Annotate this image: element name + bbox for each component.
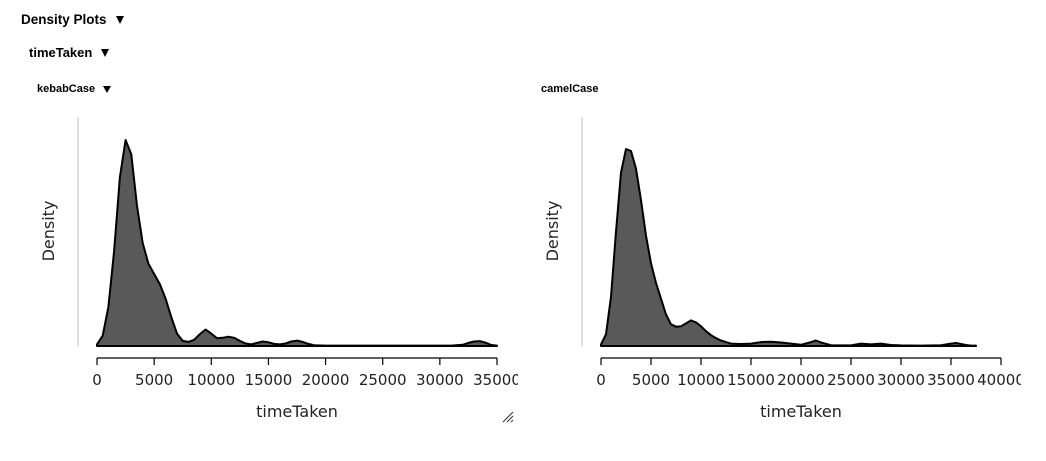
x-tick-label: 20000: [777, 371, 825, 389]
resize-handle-icon[interactable]: [500, 411, 514, 423]
variable-header-timetaken[interactable]: timeTaken: [29, 45, 110, 60]
x-tick-label: 0: [92, 371, 102, 389]
x-tick-label: 35000: [927, 371, 975, 389]
x-tick-label: 10000: [187, 371, 235, 389]
group-title-label: camelCase: [541, 83, 599, 95]
density-curve: [600, 148, 977, 347]
group-header-kebabcase[interactable]: kebabCase: [37, 83, 112, 95]
x-axis-title: timeTaken: [256, 402, 338, 421]
group-header-label: kebabCase: [37, 83, 96, 95]
density-curve: [96, 139, 498, 347]
collapse-triangle-icon: [103, 85, 112, 93]
x-tick-labels: 0 5000 10000 15000 20000 25000 30000 35000 40000: [596, 371, 1025, 389]
x-tick-label: 15000: [727, 371, 775, 389]
variable-header-label: timeTaken: [29, 45, 93, 60]
x-tick-label: 40000: [977, 371, 1025, 389]
x-tick-label: 25000: [359, 371, 407, 389]
section-header-density-plots[interactable]: Density Plots: [21, 12, 124, 27]
x-tick-label: 30000: [877, 371, 925, 389]
x-tick-label: 0: [596, 371, 606, 389]
group-title-camelcase: camelCase: [541, 83, 599, 95]
x-tick-label: 35000: [473, 371, 521, 389]
x-tick-label: 30000: [416, 371, 464, 389]
x-tick-label: 5000: [135, 371, 173, 389]
density-plot-camelcase: 0 5000 10000 15000 20000 25000 30000 35000 40000…: [543, 117, 1025, 421]
y-axis-title: Density: [39, 201, 58, 262]
x-tick-label: 20000: [302, 371, 350, 389]
collapse-triangle-icon: [101, 48, 110, 57]
density-plot-kebabcase: 0 5000 10000 15000 20000 25000 30000 35000 timeT…: [39, 117, 521, 421]
x-tick-labels: 0 5000 10000 15000 20000 25000 30000 35000: [92, 371, 521, 389]
x-tick-label: 25000: [827, 371, 875, 389]
x-tick-label: 10000: [677, 371, 725, 389]
x-tick-label: 15000: [245, 371, 293, 389]
x-tick-label: 5000: [632, 371, 670, 389]
x-axis-title: timeTaken: [760, 402, 842, 421]
section-header-label: Density Plots: [21, 12, 107, 27]
collapse-triangle-icon: [115, 15, 124, 24]
y-axis-title: Density: [543, 201, 562, 262]
